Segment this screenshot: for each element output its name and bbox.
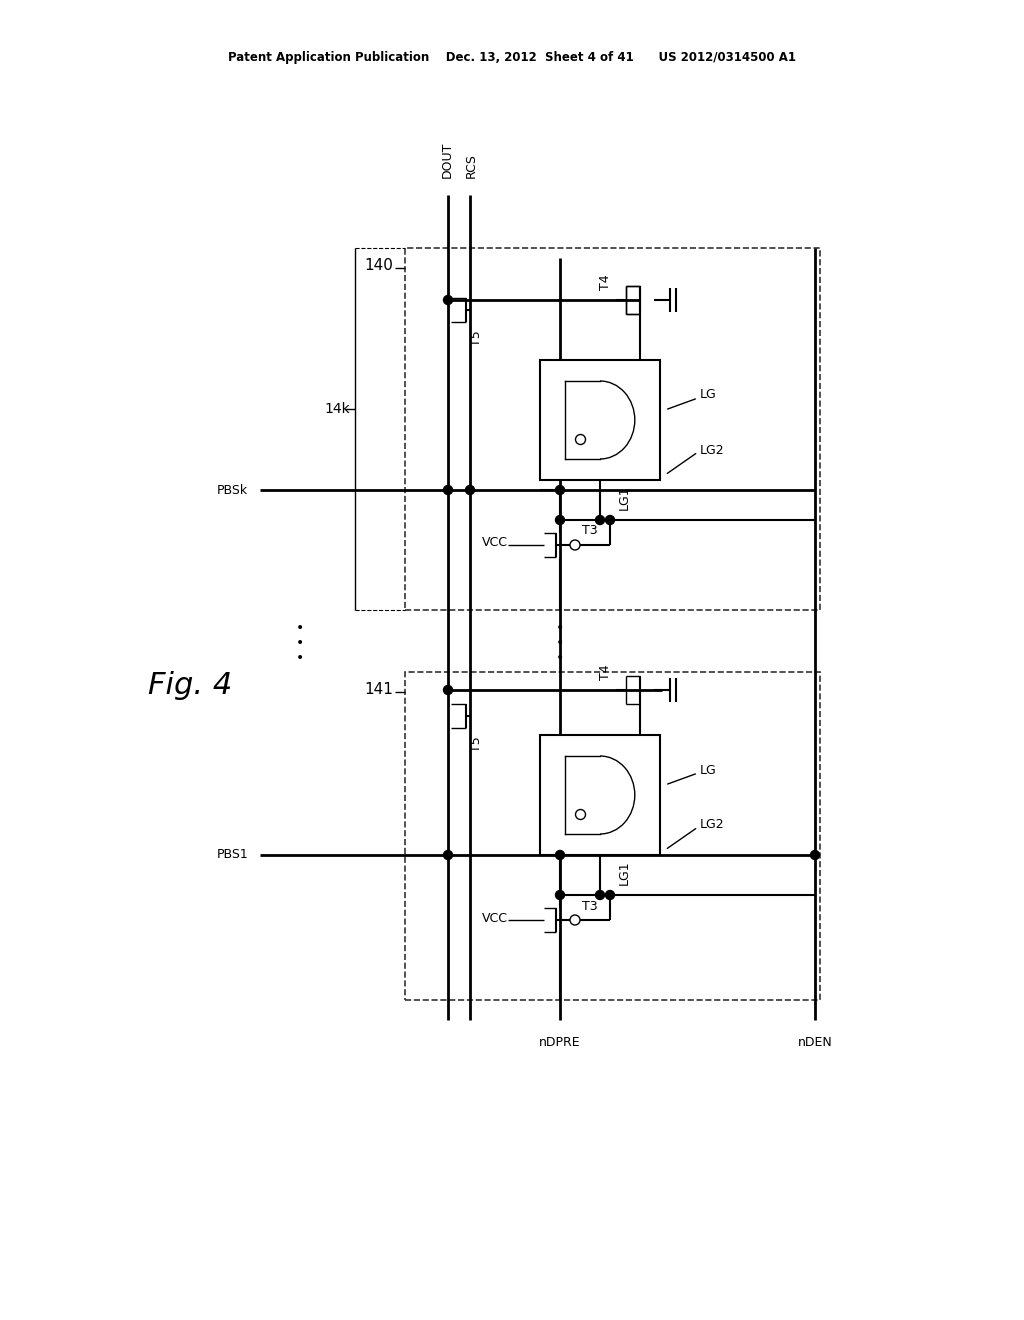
Text: •: • <box>556 620 564 635</box>
Text: VCC: VCC <box>482 536 508 549</box>
Text: VCC: VCC <box>482 912 508 924</box>
Text: PBSk: PBSk <box>217 483 248 496</box>
Text: LG: LG <box>700 763 717 776</box>
Circle shape <box>555 850 564 859</box>
Text: •: • <box>296 620 304 635</box>
Circle shape <box>443 850 453 859</box>
Text: T3: T3 <box>582 899 598 912</box>
Circle shape <box>605 891 614 899</box>
Text: •: • <box>296 651 304 665</box>
Text: RCS: RCS <box>465 153 477 178</box>
Bar <box>406 672 820 1001</box>
Circle shape <box>555 516 564 524</box>
Circle shape <box>596 516 604 524</box>
Text: T5: T5 <box>470 737 483 752</box>
Text: T4: T4 <box>599 664 612 680</box>
Circle shape <box>596 891 604 899</box>
Bar <box>406 248 820 610</box>
Text: •: • <box>556 651 564 665</box>
Text: nDEN: nDEN <box>798 1035 833 1048</box>
Circle shape <box>605 516 614 524</box>
Text: 140: 140 <box>365 259 393 273</box>
Text: 141: 141 <box>365 682 393 697</box>
Text: LG2: LG2 <box>700 818 725 832</box>
Circle shape <box>443 685 453 694</box>
Circle shape <box>555 486 564 495</box>
Circle shape <box>555 891 564 899</box>
Text: Patent Application Publication    Dec. 13, 2012  Sheet 4 of 41      US 2012/0314: Patent Application Publication Dec. 13, … <box>228 51 796 65</box>
Text: T5: T5 <box>470 330 483 346</box>
Circle shape <box>443 296 453 305</box>
Text: •: • <box>556 636 564 649</box>
Text: Fig. 4: Fig. 4 <box>148 671 232 700</box>
Text: T3: T3 <box>582 524 598 537</box>
Text: PBS1: PBS1 <box>216 849 248 862</box>
Bar <box>540 360 660 480</box>
Circle shape <box>466 486 474 495</box>
Circle shape <box>443 486 453 495</box>
Text: nDPRE: nDPRE <box>540 1035 581 1048</box>
Text: T4: T4 <box>599 275 612 290</box>
Text: LG1: LG1 <box>618 486 631 511</box>
Text: 14k: 14k <box>325 403 350 416</box>
Text: LG1: LG1 <box>618 861 631 886</box>
Bar <box>540 735 660 855</box>
Text: DOUT: DOUT <box>440 141 454 178</box>
Text: •: • <box>296 636 304 649</box>
Text: LG: LG <box>700 388 717 401</box>
Circle shape <box>811 850 819 859</box>
Text: LG2: LG2 <box>700 444 725 457</box>
